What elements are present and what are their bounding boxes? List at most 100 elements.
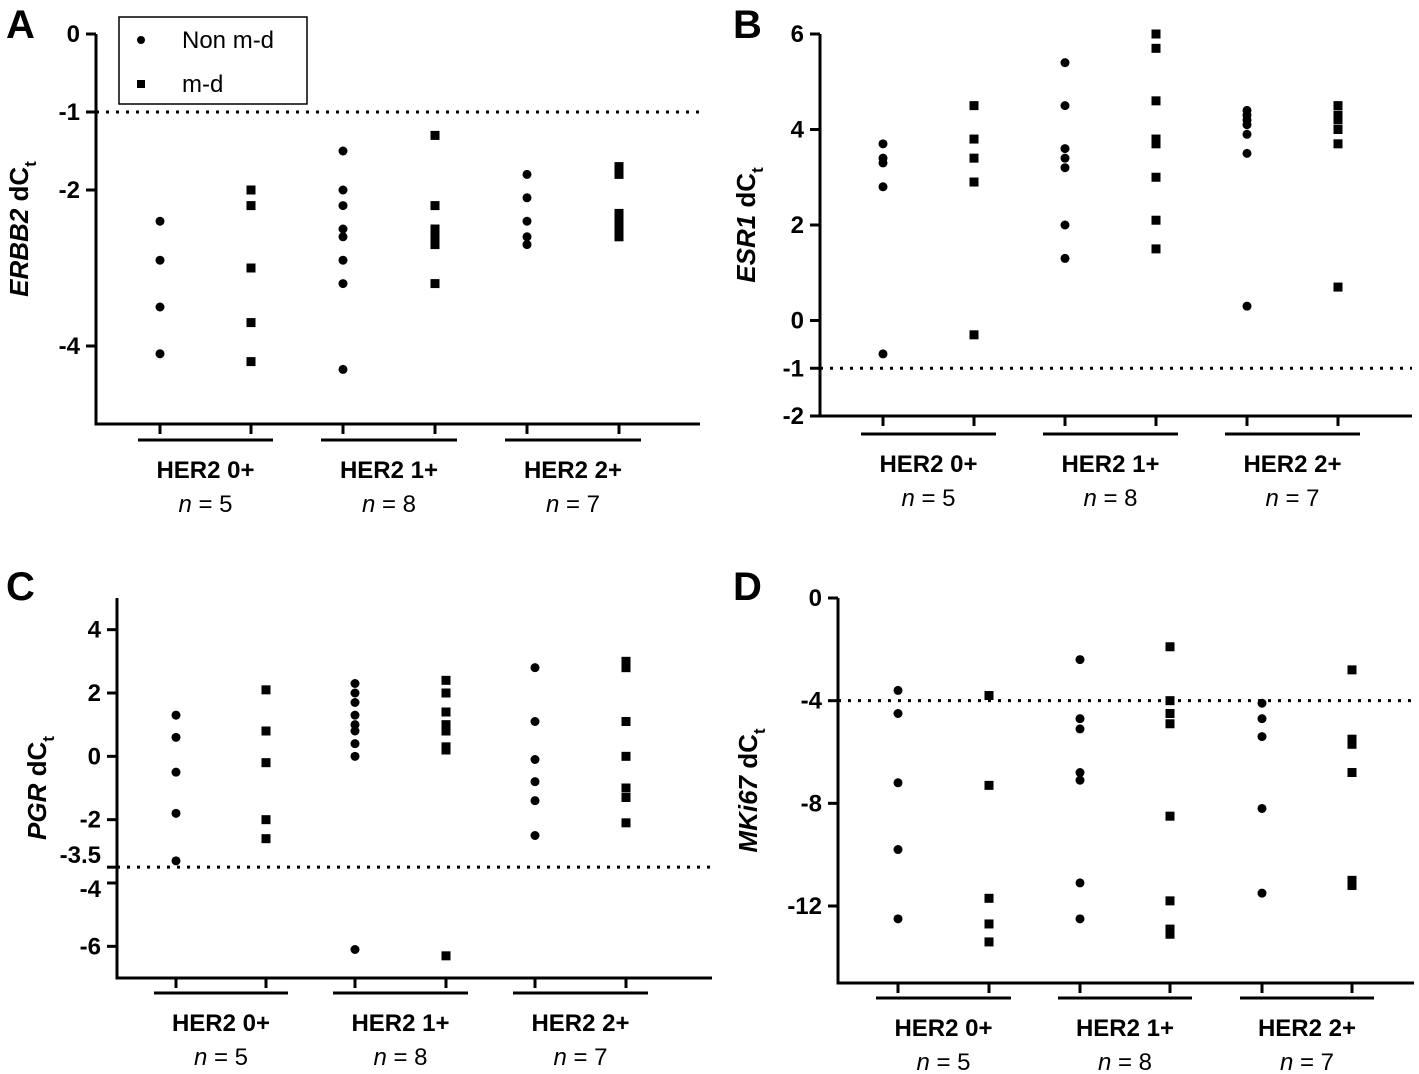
panel-d-point-md [1165,811,1175,821]
panel-a-point-md [246,318,256,328]
panel-b-point-non-md [1060,58,1070,68]
panel-a-letter: A [6,3,35,47]
panel-c-point-non-md [350,698,360,707]
panel-c-point-md [261,685,271,695]
panel-c-point-md [621,818,631,828]
panel-c-point-md [621,751,631,761]
panel-a-group-label: HER2 0+ [156,457,254,484]
panel-a-point-non-md [522,232,532,242]
legend-square-icon [137,80,145,88]
panel-b-point-md [1333,110,1343,120]
panel-d-group-n: n = 8 [1098,1049,1152,1074]
panel-c-point-md [621,717,631,726]
panel-d-y-label-sub: t [750,728,769,734]
panel-a-point-non-md [338,279,348,289]
panel-b-group-label: HER2 2+ [1243,451,1341,478]
panel-d-point-md [1165,642,1175,652]
panel-a-point-md [614,162,624,172]
panel-b-group-n-symbol: n [1083,485,1096,512]
panel-d-point-md [1347,734,1357,744]
panel-a-group-label: HER2 1+ [340,457,438,484]
panel-b-y-tick-label: 0 [791,308,804,335]
panel-d-point-md [1165,719,1175,729]
panel-b-point-md [1151,134,1161,144]
panel-b-point-non-md [878,158,888,168]
panel-c-y-label-sub: t [39,736,58,742]
panel-d-group-n: n = 7 [1280,1049,1334,1074]
panel-c-point-non-md [171,732,181,742]
panel-b-point-md [1151,215,1161,225]
panel-c-y-tick-label: 4 [88,617,102,644]
panel-a-point-md [430,240,440,250]
panel-a-y-axis-label: ERBB2 dCt [4,161,40,297]
panel-c-point-non-md [350,945,360,954]
panel-a-point-md [614,232,624,242]
legend-label: Non m-d [182,27,274,54]
panel-a-point-non-md [338,364,348,374]
panel-c-point-md [621,793,631,802]
panel-d-y-tick-label: -12 [787,893,822,920]
panel-b-group-n-value: = 7 [1279,485,1320,512]
panel-b-letter: B [733,3,762,47]
panel-b-y-label-gene: ESR1 [731,215,761,283]
panel-b-point-non-md [1060,153,1070,163]
panel-b-group-n-symbol: n [1265,485,1278,512]
panel-c-point-md [441,720,451,730]
panel-b-y-label-sub: t [748,167,767,173]
panel-b-y-axis-label: ESR1 dCt [731,167,767,283]
panel-d-point-non-md [1075,914,1085,924]
panel-b-point-non-md [1060,163,1070,173]
panel-c-y-label-unit: dC [22,742,52,784]
panel-a-group-label: HER2 2+ [524,457,622,484]
panel-b-point-md [1151,139,1161,149]
panel-c-point-non-md [530,755,540,764]
panel-c-point-non-md [530,663,540,673]
panel-b-point-md [1151,96,1161,106]
panel-c-y-tick-label: -3.5 [60,842,101,869]
panel-b-y-tick-label: 2 [791,212,804,239]
panel-a-group-n: n = 8 [362,491,416,518]
panel-b-y-tick-label: 6 [791,21,804,48]
panel-a-point-non-md [522,193,532,203]
panel-d-group-n-value: = 7 [1293,1049,1334,1074]
panel-c-y-tick-label: 2 [88,680,101,707]
panel-c-group-n: n = 5 [194,1044,248,1071]
panel-a-y-tick-label: -2 [59,177,80,204]
legend: Non m-d m-d [118,16,308,105]
panel-d-point-md [1165,696,1175,706]
panel-d-y-axis-label: MKi67 dCt [733,728,769,852]
panel-b-group-label: HER2 0+ [879,451,977,478]
panel-a-point-md [430,279,440,289]
panel-d-point-non-md [1075,775,1085,785]
panel-d-point-non-md [1257,714,1267,724]
panel-d-point-md [1347,665,1357,675]
panel-c-point-non-md [171,808,181,818]
panel-d-point-md [1347,739,1357,749]
panel-a-point-md [246,185,256,195]
panel-d-point-non-md [893,778,903,788]
panel-a-point-non-md [338,232,348,242]
panel-b-point-md [969,134,979,144]
panel-b-point-md [1333,101,1343,111]
panel-d-group-label: HER2 2+ [1258,1015,1356,1042]
panel-a-group-n: n = 5 [178,491,232,518]
panel-c-point-non-md [530,777,540,787]
panel-b-point-non-md [1060,144,1070,154]
legend-box [118,16,308,105]
panel-b-point-md [1333,115,1343,125]
panel-c-y-tick-label: 0 [88,743,101,770]
panel-a-group-n-symbol: n [546,491,559,518]
panel-d-group-label: HER2 1+ [1076,1015,1174,1042]
panel-c-group-label: HER2 1+ [351,1010,449,1037]
panel-b-point-non-md [1060,253,1070,263]
panel-a-y-tick-label: -1 [59,99,80,126]
panel-a-point-non-md [338,255,348,265]
panel-c-group-n-value: = 5 [207,1044,248,1071]
panel-b-point-non-md [1242,120,1252,130]
panel-d-y-tick-label: -8 [801,790,822,817]
panel-b-point-non-md [878,349,888,359]
panel-a-point-non-md [155,302,165,312]
panel-b-group-n: n = 5 [901,485,955,512]
panel-b-group-n: n = 8 [1083,485,1137,512]
panel-d-group-n-symbol: n [916,1049,929,1074]
